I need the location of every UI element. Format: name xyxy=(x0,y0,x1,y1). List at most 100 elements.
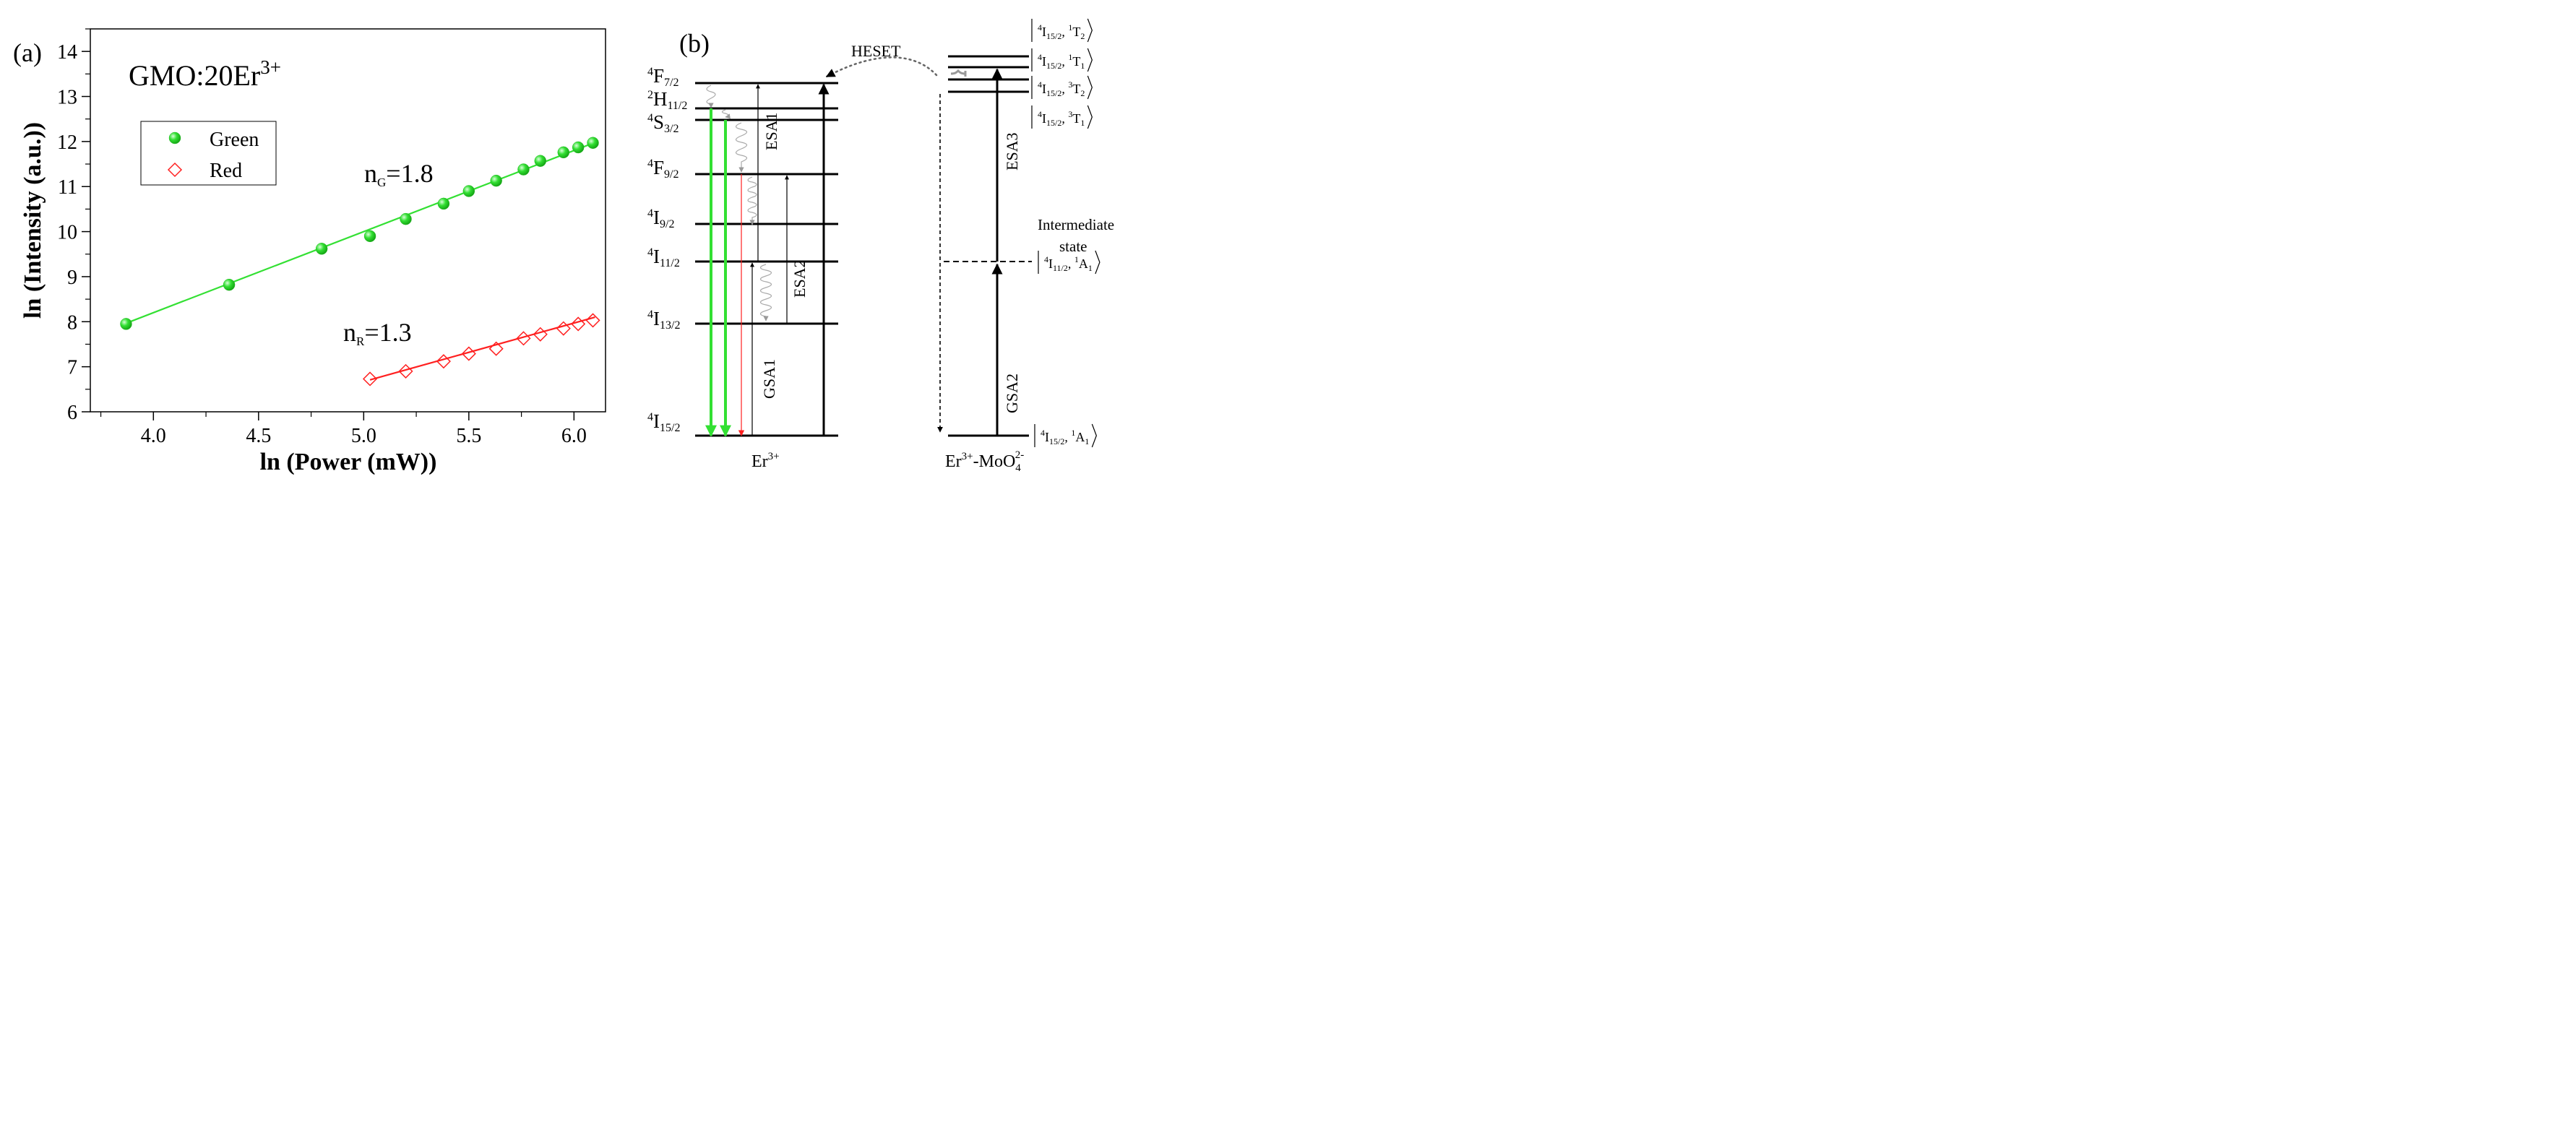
level-label: 4I11/2 xyxy=(647,246,680,269)
x-tick-label: 6.0 xyxy=(561,425,587,447)
relaxation-wiggle-3 xyxy=(735,122,748,173)
level-label: 4F9/2 xyxy=(647,157,679,181)
ket-bracket xyxy=(1087,105,1093,129)
x-axis-title: ln (Power (mW)) xyxy=(260,449,437,475)
green-data-point xyxy=(120,318,132,330)
ket-label: 4I11/2, 1A1 xyxy=(1044,254,1093,273)
y-tick-label: 10 xyxy=(57,222,77,244)
y-tick-label: 8 xyxy=(67,311,77,334)
y-tick-label: 13 xyxy=(57,87,77,109)
slope-green-label: nG=1.8 xyxy=(364,159,434,189)
level-label: 4F7/2 xyxy=(647,65,679,89)
dimer-energy-levels xyxy=(944,55,1032,437)
level-label: 4I13/2 xyxy=(647,308,680,332)
red-data-point xyxy=(533,327,548,342)
red-data-point xyxy=(362,371,378,387)
state-ket: 4I15/2, 1A1 xyxy=(1034,423,1097,448)
er-energy-levels xyxy=(695,82,838,437)
red-data-point xyxy=(436,354,451,369)
level-labels: 4F7/2 2H11/2 4S3/2 4F9/2 4I9/2 4I11/2 4I… xyxy=(647,65,687,434)
y-tick-label: 14 xyxy=(57,41,77,64)
relaxation-wiggle-4 xyxy=(747,176,757,225)
x-tick-label: 4.5 xyxy=(246,425,271,447)
gsa2-label: GSA2 xyxy=(1003,373,1021,413)
plot-frame xyxy=(90,28,606,413)
green-data-point xyxy=(400,212,412,225)
state-kets: 4I15/2, 1T2 4I15/2, 1T1 4I15/2, 3T2 4I15/2,… xyxy=(1031,18,1100,448)
y-tick-label: 7 xyxy=(67,357,77,379)
esa1-label: ESA1 xyxy=(762,112,780,150)
data-points xyxy=(120,137,600,387)
dimer-label: Er3+-MoO42- xyxy=(945,449,1024,474)
green-data-point xyxy=(572,141,585,154)
axis-ticks: 4.0 4.5 5.0 5.5 6.0 6 7 8 9 10 11 12 13 14 xyxy=(57,28,587,447)
red-data-point xyxy=(516,331,531,346)
state-ket: 4I11/2, 1A1 xyxy=(1038,250,1100,275)
panel-a: (a) 4.0 4.5 5.0 5.5 6.0 6 7 8 9 10 11 12 13 14 GMO:20… xyxy=(13,28,606,475)
x-tick-label: 5.0 xyxy=(351,425,376,447)
ket-label: 4I15/2, 3T1 xyxy=(1038,109,1085,128)
dimer-relaxation-mark xyxy=(950,69,966,75)
level-label: 4I15/2 xyxy=(647,410,680,434)
state-ket: 4I15/2, 1T1 xyxy=(1031,48,1093,72)
state-ket: 4I15/2, 3T2 xyxy=(1031,75,1093,100)
ket-label: 4I15/2, 1T2 xyxy=(1038,22,1085,41)
x-tick-label: 4.0 xyxy=(141,425,166,447)
green-data-point xyxy=(587,137,599,150)
state-ket: 4I15/2, 3T1 xyxy=(1031,105,1093,129)
red-data-point xyxy=(488,341,504,356)
ket-bracket xyxy=(1087,18,1093,43)
green-data-point xyxy=(517,163,530,176)
legend-green-marker xyxy=(168,131,181,144)
legend-red-marker xyxy=(167,162,183,178)
green-data-point xyxy=(315,243,328,255)
figure: (a) 4.0 4.5 5.0 5.5 6.0 6 7 8 9 10 11 12 13 14 GMO:20… xyxy=(0,0,1131,477)
green-data-point xyxy=(437,197,450,210)
ket-label: 4I15/2, 1T1 xyxy=(1038,52,1085,71)
figure-canvas: (a) 4.0 4.5 5.0 5.5 6.0 6 7 8 9 10 11 12 13 14 GMO:20… xyxy=(13,18,1114,475)
y-tick-label: 12 xyxy=(57,131,77,154)
heset-transfer-arrow xyxy=(825,56,938,78)
level-label: 4I9/2 xyxy=(647,207,674,230)
green-data-point xyxy=(462,185,475,197)
level-label: 2H11/2 xyxy=(647,88,687,112)
esa3-label: ESA3 xyxy=(1003,132,1021,170)
relaxation-wiggle-5 xyxy=(759,264,772,321)
ket-bracket xyxy=(1095,250,1100,275)
legend-red-label: Red xyxy=(210,160,242,182)
red-data-point xyxy=(556,321,571,336)
green-fit-line xyxy=(126,142,595,324)
ket-bracket xyxy=(1091,423,1097,448)
legend-green-label: Green xyxy=(210,129,259,151)
green-data-point xyxy=(223,278,236,291)
panel-a-label: (a) xyxy=(13,38,42,67)
red-data-point xyxy=(398,363,413,379)
intermediate-label-line2: state xyxy=(1059,238,1087,255)
red-data-point xyxy=(585,313,600,328)
green-data-point xyxy=(363,230,376,243)
gsa1-label: GSA1 xyxy=(760,359,778,399)
y-tick-label: 11 xyxy=(58,176,77,199)
level-label: 4S3/2 xyxy=(647,111,679,135)
state-ket: 4I15/2, 1T2 xyxy=(1031,18,1093,43)
green-data-point xyxy=(557,146,570,159)
green-data-point xyxy=(534,155,547,167)
y-tick-label: 9 xyxy=(67,267,77,289)
legend: Green Red xyxy=(140,121,277,186)
ket-bracket xyxy=(1087,48,1093,72)
esa2-label: ESA2 xyxy=(791,259,809,298)
sample-label: GMO:20Er3+ xyxy=(129,56,281,92)
ket-bracket xyxy=(1087,75,1093,100)
red-data-point xyxy=(571,316,586,332)
slope-red-label: nR=1.3 xyxy=(343,318,412,348)
x-tick-label: 5.5 xyxy=(456,425,481,447)
heset-label: HESET xyxy=(851,42,901,60)
relaxation-wiggle-2 xyxy=(721,109,731,119)
panel-b: (b) 4F7/2 2H11/2 4S3/2 4F9/2 4I9/2 4I11/… xyxy=(647,18,1114,474)
ket-label: 4I15/2, 1A1 xyxy=(1041,428,1089,446)
red-data-point xyxy=(461,346,476,361)
relaxation-wiggle-1 xyxy=(706,85,716,108)
legend-box xyxy=(140,121,277,186)
er-ion-label: Er3+ xyxy=(751,451,780,471)
ket-label: 4I15/2, 3T2 xyxy=(1038,79,1085,98)
